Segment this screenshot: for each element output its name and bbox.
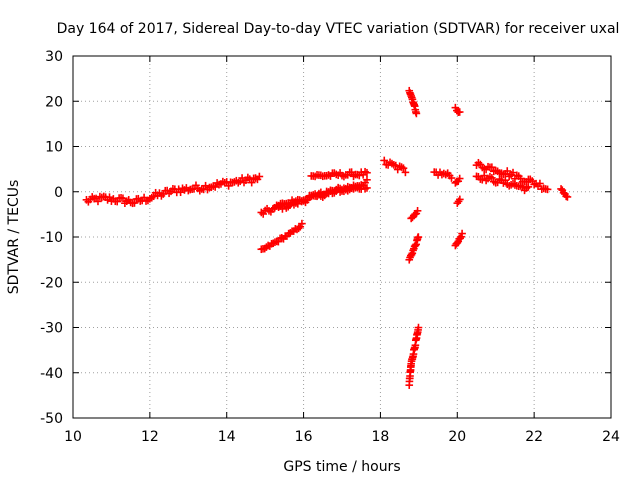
data-point bbox=[414, 233, 423, 241]
data-point bbox=[119, 194, 127, 203]
data-point bbox=[456, 195, 464, 204]
data-point bbox=[363, 168, 371, 177]
data-point bbox=[480, 171, 488, 180]
x-tick-label: 16 bbox=[295, 429, 313, 445]
x-tick-label: 14 bbox=[218, 429, 236, 445]
data-point bbox=[363, 184, 371, 192]
data-point bbox=[457, 232, 465, 241]
data-point bbox=[247, 178, 256, 187]
data-point bbox=[563, 193, 572, 201]
y-tick-label: -40 bbox=[40, 366, 63, 382]
data-point bbox=[501, 176, 510, 184]
data-point bbox=[255, 172, 264, 181]
data-point bbox=[94, 197, 102, 206]
y-tick-label: -20 bbox=[40, 275, 63, 291]
x-tick-label: 12 bbox=[141, 429, 159, 445]
data-point bbox=[105, 193, 114, 201]
data-point bbox=[363, 176, 371, 184]
y-tick-label: -50 bbox=[40, 411, 63, 427]
data-point bbox=[201, 181, 210, 190]
data-point bbox=[130, 199, 139, 207]
tick-labels: 10 12 14 16 18 20 22 24 -50 -40 -30 -20 -10 0 10 20 30 bbox=[40, 49, 620, 445]
data-point bbox=[447, 174, 456, 182]
data-point bbox=[380, 156, 389, 165]
data-point bbox=[455, 108, 464, 116]
y-tick-label: 20 bbox=[45, 94, 63, 110]
x-axis-label: GPS time / hours bbox=[283, 459, 400, 475]
data-point bbox=[488, 163, 496, 172]
data-point bbox=[543, 185, 552, 194]
x-tick-label: 10 bbox=[64, 429, 82, 445]
chart-title: Day 164 of 2017, Sidereal Day-to-day VTE… bbox=[57, 21, 620, 37]
data-point bbox=[455, 174, 464, 183]
y-tick-label: -10 bbox=[40, 230, 63, 246]
x-tick-label: 22 bbox=[525, 429, 543, 445]
y-tick-label: -30 bbox=[40, 321, 63, 337]
data-point bbox=[414, 323, 423, 332]
data-point bbox=[176, 188, 185, 197]
data-point bbox=[286, 200, 294, 208]
data-point bbox=[524, 183, 533, 191]
data-point bbox=[211, 183, 219, 191]
data-points bbox=[82, 86, 572, 389]
data-point bbox=[320, 191, 329, 200]
axis-ticks bbox=[72, 55, 612, 419]
data-point bbox=[399, 164, 408, 172]
y-tick-label: 0 bbox=[54, 185, 63, 201]
x-tick-label: 20 bbox=[448, 429, 466, 445]
y-axis-label: SDTVAR / TECUs bbox=[6, 180, 22, 295]
y-tick-label: 10 bbox=[45, 140, 63, 156]
y-tick-label: 30 bbox=[45, 49, 63, 65]
data-point bbox=[401, 168, 410, 177]
data-point bbox=[413, 206, 422, 215]
data-point bbox=[509, 168, 517, 177]
grid bbox=[73, 56, 611, 418]
data-point bbox=[458, 229, 466, 238]
x-tick-label: 24 bbox=[602, 429, 620, 445]
data-point bbox=[536, 179, 544, 188]
data-point bbox=[347, 168, 356, 176]
data-point bbox=[298, 219, 306, 228]
x-tick-label: 18 bbox=[372, 429, 390, 445]
data-point bbox=[412, 109, 421, 118]
data-point bbox=[503, 167, 512, 175]
